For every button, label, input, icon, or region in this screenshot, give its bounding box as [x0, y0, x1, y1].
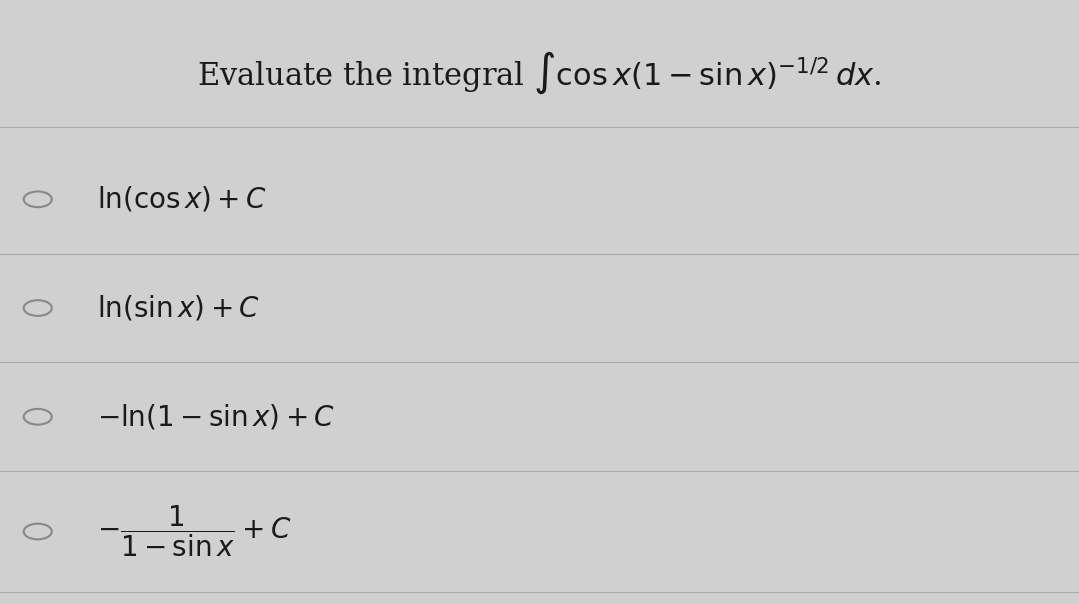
Text: $\ln(\cos x) + C$: $\ln(\cos x) + C$	[97, 185, 267, 214]
Text: $-\dfrac{1}{1-\sin x} + C$: $-\dfrac{1}{1-\sin x} + C$	[97, 504, 291, 559]
Text: $\ln(\sin x) + C$: $\ln(\sin x) + C$	[97, 294, 260, 323]
Text: $-\ln(1 - \sin x) + C$: $-\ln(1 - \sin x) + C$	[97, 402, 336, 431]
Text: Evaluate the integral $\int \cos x(1 - \sin x)^{-1/2}\, dx$.: Evaluate the integral $\int \cos x(1 - \…	[197, 50, 882, 95]
